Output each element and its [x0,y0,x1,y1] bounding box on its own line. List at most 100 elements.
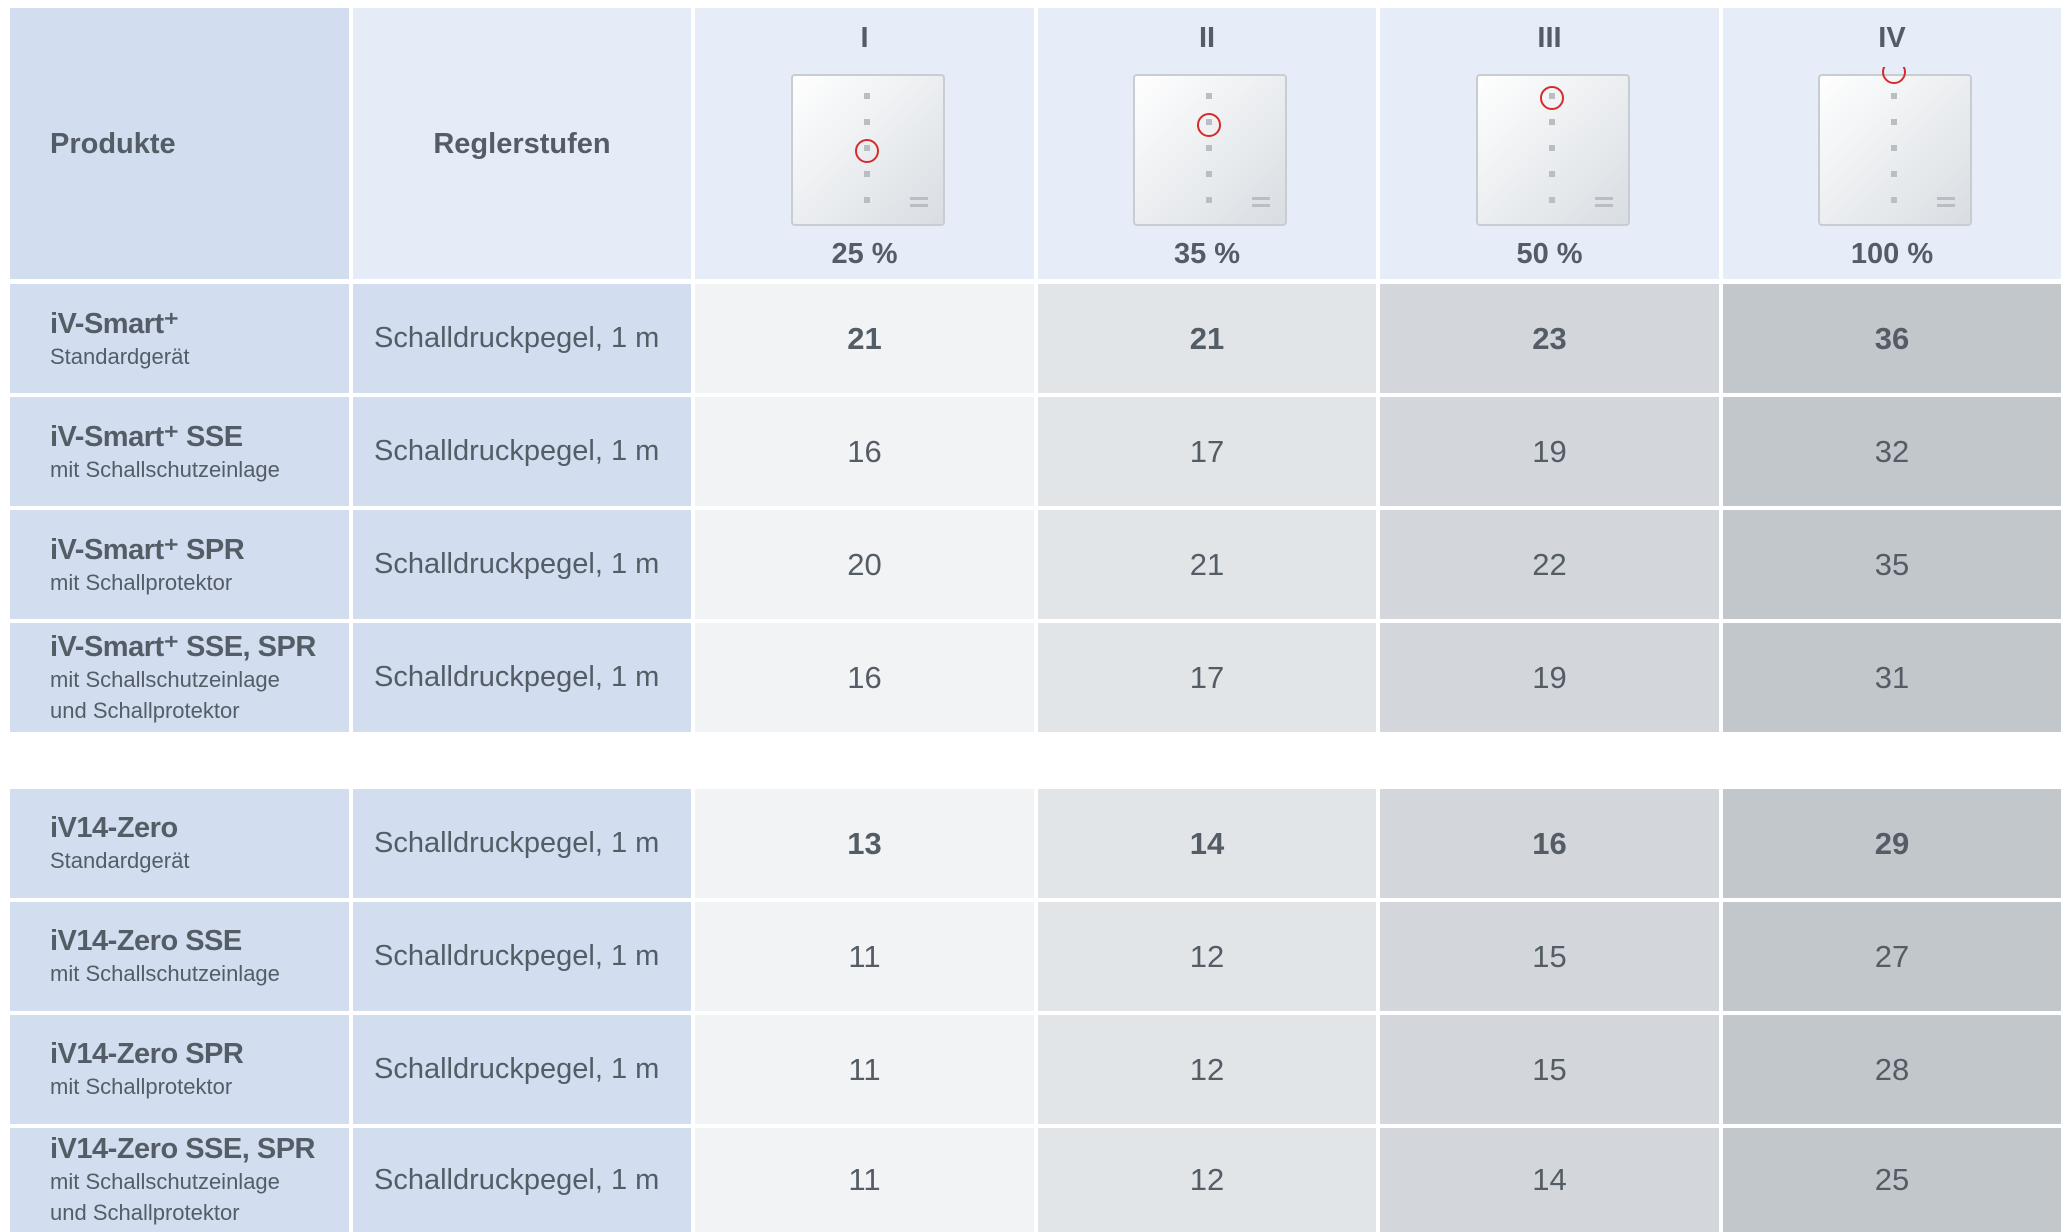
measure-cell: Schalldruckpegel, 1 m [353,510,691,619]
product-note: Standardgerät [50,845,349,876]
product-note: mit Schallprotektor [50,567,349,598]
value: 35 [1875,547,1909,583]
product-name: iV-Smart⁺ SPR [50,532,349,567]
value: 32 [1875,434,1909,470]
value-cell: 19 [1380,397,1719,506]
value-cell: 19 [1380,623,1719,732]
header-cell: IV 100 % [1723,8,2061,279]
measure-cell: Schalldruckpegel, 1 m [353,902,691,1011]
value-cell: 11 [695,902,1034,1011]
value: 14 [1190,826,1224,862]
level-percent: 25 % [831,238,897,271]
value: 13 [847,826,881,862]
value: 21 [1190,547,1224,583]
level-label: IV [1878,22,1905,55]
measure: Schalldruckpegel, 1 m [353,322,691,355]
measure-cell: Schalldruckpegel, 1 m [353,284,691,393]
header-cell: II 35 % [1038,8,1376,279]
value: 16 [847,434,881,470]
value: 23 [1532,321,1566,357]
value: 20 [847,547,881,583]
value-cell: 11 [695,1128,1034,1232]
value-cell: 13 [695,789,1034,898]
product-name: iV-Smart⁺ SSE, SPR [50,629,349,664]
product-name: iV14-Zero SPR [50,1038,349,1071]
value-cell: 16 [695,397,1034,506]
product-note: mit Schallschutzeinlage [50,958,349,989]
value-cell: 11 [695,1015,1034,1124]
value: 27 [1875,939,1909,975]
table: ProdukteReglerstufenI25 %II35 %III50 %IV… [0,0,2065,1232]
value-cell: 28 [1723,1015,2061,1124]
product-name: iV14-Zero [50,812,349,845]
value: 11 [848,1162,880,1198]
measure: Schalldruckpegel, 1 m [353,435,691,468]
product-name: iV-Smart⁺ SSE [50,419,349,454]
value: 22 [1532,547,1566,583]
product-name: iV14-Zero SSE, SPR [50,1133,349,1166]
value-cell: 14 [1038,789,1376,898]
value-cell: 12 [1038,1015,1376,1124]
value-cell: 32 [1723,397,2061,506]
product-note: mit Schallschutzeinlage [50,1166,349,1197]
value-cell: 16 [1380,789,1719,898]
value: 21 [1190,321,1224,357]
measure-cell: Schalldruckpegel, 1 m [353,397,691,506]
product-note: mit Schallprotektor [50,1071,349,1102]
value: 21 [847,321,881,357]
value: 25 [1875,1162,1909,1198]
value: 12 [1190,939,1224,975]
product-name: iV14-Zero SSE [50,925,349,958]
value-cell: 22 [1380,510,1719,619]
level-label: II [1199,22,1215,55]
value: 16 [1532,826,1566,862]
value-cell: 35 [1723,510,2061,619]
value-cell: 15 [1380,902,1719,1011]
value-cell: 12 [1038,902,1376,1011]
value-cell: 16 [695,623,1034,732]
value-cell: 25 [1723,1128,2061,1232]
value: 14 [1532,1162,1566,1198]
header-products: Produkte [50,128,176,161]
value: 11 [848,939,880,975]
product-note: mit Schallschutzeinlage [50,664,349,695]
level-percent: 35 % [1174,238,1240,271]
level-label: III [1537,22,1561,55]
value: 19 [1532,660,1566,696]
measure: Schalldruckpegel, 1 m [353,548,691,581]
controller-icon [1807,67,1977,227]
measure: Schalldruckpegel, 1 m [353,940,691,973]
value: 17 [1190,434,1224,470]
value: 31 [1875,660,1909,696]
level-percent: 100 % [1851,238,1933,271]
value: 11 [848,1052,880,1088]
measure-cell: Schalldruckpegel, 1 m [353,1015,691,1124]
value: 28 [1875,1052,1909,1088]
value-cell: 27 [1723,902,2061,1011]
value-cell: 17 [1038,397,1376,506]
measure-cell: Schalldruckpegel, 1 m [353,623,691,732]
value-cell: 15 [1380,1015,1719,1124]
value: 19 [1532,434,1566,470]
product-name: iV-Smart⁺ [50,306,349,341]
value-cell: 31 [1723,623,2061,732]
value: 15 [1532,939,1566,975]
level-label: I [860,22,868,55]
value: 17 [1190,660,1224,696]
value-cell: 14 [1380,1128,1719,1232]
value: 36 [1875,321,1909,357]
product-cell: iV-Smart⁺ SSEmit Schallschutzeinlage [10,397,349,506]
product-note: und Schallprotektor [50,1197,349,1228]
value-cell: 36 [1723,284,2061,393]
value-cell: 23 [1380,284,1719,393]
controller-icon [1465,67,1635,227]
header-cell: I 25 % [695,8,1034,279]
measure-cell: Schalldruckpegel, 1 m [353,1128,691,1232]
